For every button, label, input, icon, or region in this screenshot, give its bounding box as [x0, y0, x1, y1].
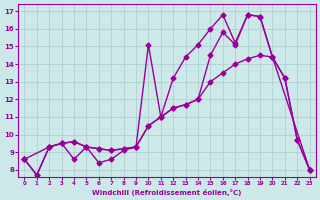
X-axis label: Windchill (Refroidissement éolien,°C): Windchill (Refroidissement éolien,°C) [92, 189, 242, 196]
